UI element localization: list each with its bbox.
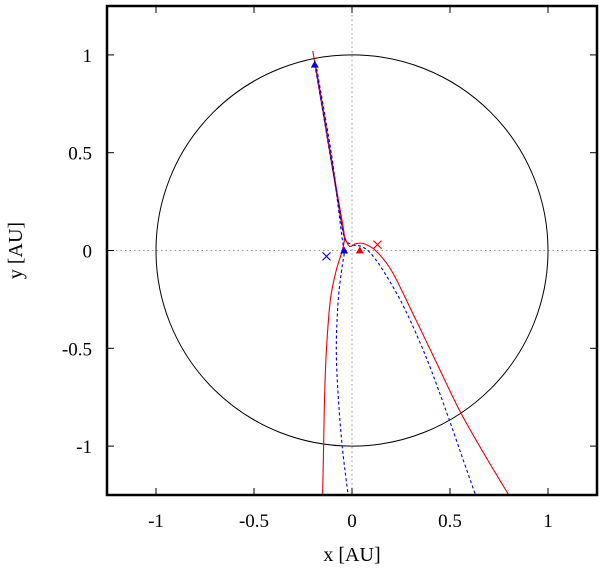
triangle-marker-3 bbox=[355, 246, 364, 254]
y-tick-label: 0 bbox=[83, 242, 93, 263]
orbit-circle bbox=[155, 54, 549, 447]
circle-layer bbox=[155, 54, 549, 447]
marker-layer bbox=[310, 60, 382, 261]
y-tick-label: -0.5 bbox=[62, 339, 92, 360]
cross-marker-4 bbox=[373, 240, 382, 250]
y-axis-label: y [AU] bbox=[5, 222, 27, 279]
x-tick-label: 0.5 bbox=[438, 511, 462, 532]
tick-labels: -1 -0.5 0 0.5 1 -1 -0.5 0 0.5 1 bbox=[62, 46, 553, 532]
cross-marker-1 bbox=[322, 251, 331, 261]
series-layer bbox=[312, 50, 510, 495]
axes-layer bbox=[105, 4, 599, 497]
x-axis-label: x [AU] bbox=[323, 544, 380, 566]
triangle-marker-5 bbox=[310, 60, 319, 68]
x-tick-label: -1 bbox=[148, 511, 164, 532]
y-tick-label: 0.5 bbox=[68, 144, 92, 165]
y-tick-label: -1 bbox=[76, 437, 92, 458]
y-tick-label: 1 bbox=[83, 46, 93, 67]
trajectory-line-1 bbox=[312, 50, 510, 495]
x-tick-label: 0 bbox=[347, 511, 357, 532]
trajectory-line-3 bbox=[314, 64, 477, 495]
trajectory-line-4 bbox=[316, 68, 349, 495]
x-tick-label: 1 bbox=[543, 511, 553, 532]
triangle-marker-2 bbox=[340, 246, 349, 254]
x-tick-label: -0.5 bbox=[239, 511, 269, 532]
zero-lines bbox=[107, 6, 597, 495]
trajectory-line-2 bbox=[314, 60, 345, 495]
